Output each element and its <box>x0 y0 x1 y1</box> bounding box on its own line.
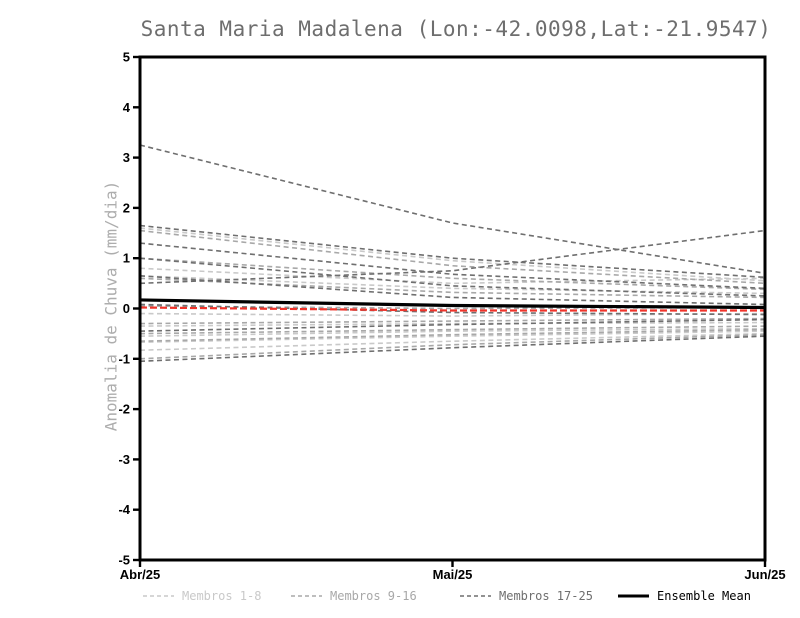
zero-reference-line <box>139 306 765 312</box>
y-tick-label: 4 <box>123 100 131 115</box>
x-tick-label: Abr/25 <box>120 567 160 582</box>
ensemble-member-line <box>139 277 766 299</box>
ensemble-member-line <box>139 229 766 285</box>
chart-title: Santa Maria Madalena (Lon:-42.0098,Lat:-… <box>140 17 772 41</box>
ensemble-member-line <box>139 227 766 282</box>
ensemble-member-line <box>139 242 766 290</box>
ensemble-member-line <box>139 257 766 291</box>
y-tick-label: 0 <box>123 301 130 316</box>
ensemble-member-line <box>139 333 766 360</box>
legend-label: Membros 1-8 <box>182 589 261 603</box>
ensemble-member-line <box>139 328 766 342</box>
x-tick-label: Jun/25 <box>744 567 785 582</box>
ensemble-member-line <box>139 318 766 332</box>
y-tick-label: -4 <box>118 502 130 517</box>
ensemble-mean-line <box>139 298 766 310</box>
ensemble-member-line <box>139 267 766 285</box>
legend-label: Ensemble Mean <box>657 589 751 603</box>
ensemble-member-line <box>139 275 766 306</box>
y-tick-label: -1 <box>118 351 130 366</box>
ensemble-member-line <box>139 332 766 352</box>
ensemble-member-line <box>139 229 766 285</box>
ensemble-member-line <box>139 325 766 335</box>
y-tick-label: 3 <box>123 150 130 165</box>
y-tick-label: -3 <box>118 452 130 467</box>
x-tick-label: Mai/25 <box>433 567 473 582</box>
ensemble-member-line <box>139 257 766 297</box>
y-tick-label: -2 <box>118 402 130 417</box>
y-tick-label: -5 <box>118 553 130 568</box>
ensemble-member-line <box>139 321 766 327</box>
ensemble-member-line <box>139 330 766 344</box>
ensemble-member-line <box>139 275 766 295</box>
y-tick-label: 1 <box>123 251 130 266</box>
ensemble-member-line <box>139 303 766 316</box>
y-tick-label: 2 <box>123 200 130 215</box>
y-tick-label: 5 <box>123 50 130 65</box>
ensemble-member-line <box>139 317 766 325</box>
ensemble-member-line <box>139 224 766 279</box>
legend-label: Membros 17-25 <box>499 589 593 603</box>
ensemble-member-line <box>139 327 766 337</box>
legend-label: Membros 9-16 <box>330 589 417 603</box>
ensemble-member-line <box>139 335 766 363</box>
ensemble-member-line <box>139 144 766 275</box>
